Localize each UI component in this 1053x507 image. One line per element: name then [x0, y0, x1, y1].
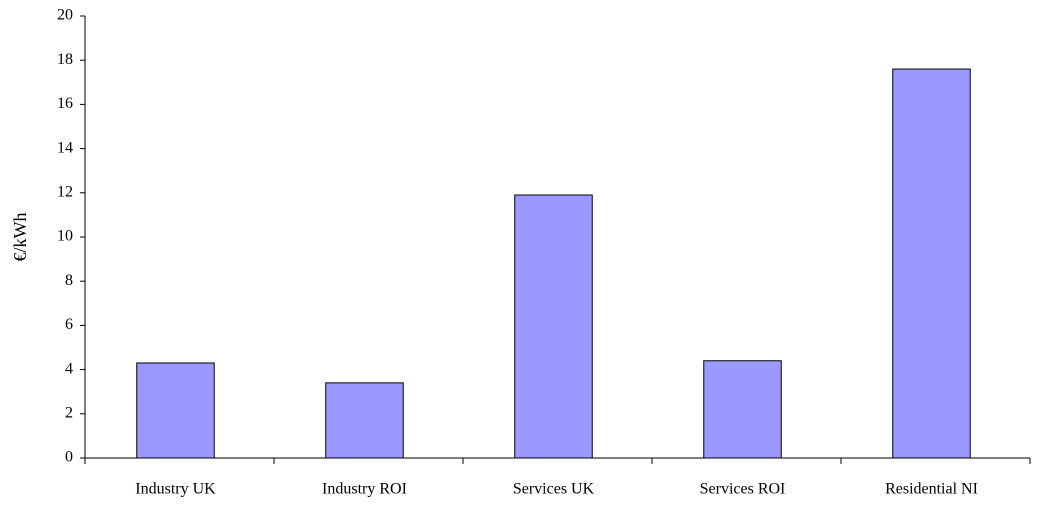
- y-tick-label: 0: [65, 449, 73, 466]
- x-tick-label: Services ROI: [700, 481, 786, 498]
- y-tick-label: 6: [65, 316, 73, 333]
- bar: [514, 194, 593, 459]
- x-tick-label: Residential NI: [885, 481, 978, 498]
- bar: [136, 362, 215, 459]
- y-axis-label: €/kWh: [10, 213, 30, 262]
- x-tick-label: Industry ROI: [322, 481, 407, 498]
- y-tick-label: 12: [57, 183, 73, 200]
- bar: [325, 382, 404, 459]
- bar: [892, 68, 971, 459]
- y-tick-label: 18: [57, 51, 73, 68]
- x-tick-label: Services UK: [513, 481, 595, 498]
- y-tick-label: 2: [65, 404, 73, 421]
- bar: [703, 360, 782, 459]
- y-tick-label: 20: [57, 7, 73, 24]
- y-tick-label: 8: [65, 272, 73, 289]
- y-tick-label: 14: [57, 139, 73, 156]
- y-tick-label: 10: [57, 228, 73, 245]
- x-tick-label: Industry UK: [135, 481, 216, 498]
- y-tick-label: 16: [57, 95, 73, 112]
- y-tick-label: 4: [65, 360, 73, 377]
